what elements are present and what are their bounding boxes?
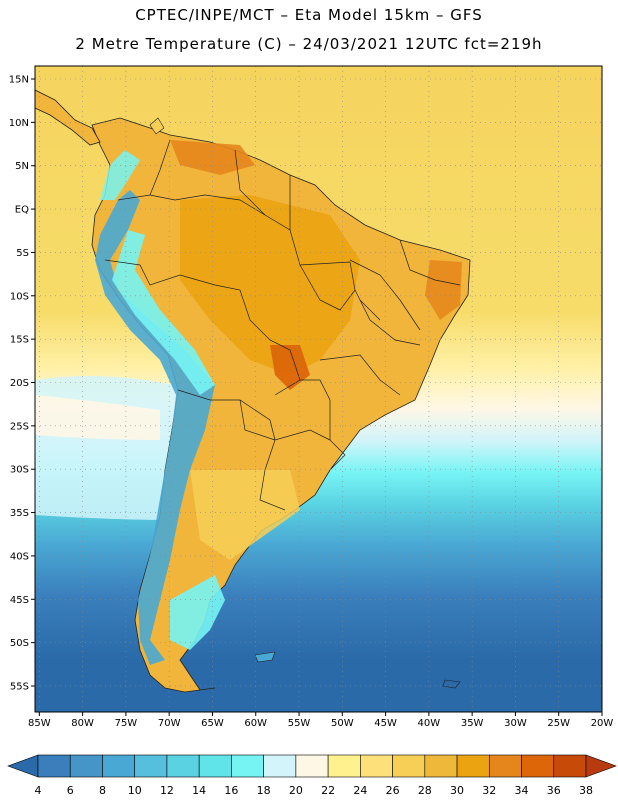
lon-tick-label: 30W xyxy=(504,718,527,729)
lon-tick-label: 20W xyxy=(591,718,614,729)
colorbar-label: 36 xyxy=(547,784,561,797)
colorbar-segment xyxy=(263,754,297,778)
lon-tick-label: 65W xyxy=(201,718,224,729)
colorbar: 4 6 8 10 12 14 16 18 20 22 24 26 28 30 32 34 36 38 xyxy=(7,754,617,797)
colorbar-label: 14 xyxy=(192,784,206,797)
colorbar-label: 26 xyxy=(386,784,400,797)
colorbar-segment xyxy=(102,754,136,778)
colorbar-label: 32 xyxy=(482,784,496,797)
colorbar-label: 20 xyxy=(289,784,303,797)
colorbar-label: 28 xyxy=(418,784,432,797)
lat-tick-label: 10S xyxy=(10,291,29,302)
lat-tick-label: 5N xyxy=(15,161,29,172)
lat-tick-label: 5S xyxy=(16,248,29,259)
central-america-landmass xyxy=(35,89,101,146)
latitude-axis: 15N 10N 5N EQ 5S 10S 15S 20S 25S 30S 35S 40S 45S 50S 5… xyxy=(9,75,35,692)
colorbar-high-arrow xyxy=(585,754,617,778)
colorbar-segment xyxy=(231,754,264,778)
colorbar-label: 24 xyxy=(353,784,367,797)
lat-tick-label: 30S xyxy=(10,465,29,476)
lon-tick-label: 60W xyxy=(244,718,267,729)
colorbar-segment xyxy=(327,754,361,778)
lon-tick-label: 40W xyxy=(418,718,441,729)
andes-cold-region xyxy=(95,190,215,665)
lat-tick-label: 35S xyxy=(10,508,29,519)
lat-tick-label: 55S xyxy=(10,681,29,692)
country-borders xyxy=(104,139,461,511)
colorbar-low-arrow xyxy=(7,754,39,778)
plot-frame xyxy=(34,65,603,713)
lon-tick-label: 55W xyxy=(288,718,311,729)
colorbar-label: 16 xyxy=(224,784,238,797)
colorbar-label: 34 xyxy=(515,784,529,797)
lat-tick-label: 50S xyxy=(10,638,29,649)
colorbar-segment xyxy=(553,754,587,778)
longitude-axis: 85W 80W 75W 70W 65W 60W 55W 50W 45W 40W 35W 30W 25W 2… xyxy=(28,712,613,729)
lon-tick-label: 50W xyxy=(331,718,354,729)
colorbar-label: 8 xyxy=(99,784,106,797)
lat-tick-label: 40S xyxy=(10,551,29,562)
colorbar-segment xyxy=(360,754,393,778)
temperature-field xyxy=(35,66,602,712)
colorbar-segment xyxy=(166,754,200,778)
lat-tick-label: EQ xyxy=(15,205,29,216)
lat-tick-label: 45S xyxy=(10,595,29,606)
colorbar-segment xyxy=(456,754,490,778)
colorbar-segment xyxy=(198,754,232,778)
colorbar-segment xyxy=(69,754,103,778)
colorbar-label: 12 xyxy=(160,784,174,797)
lon-tick-label: 80W xyxy=(71,718,94,729)
colorbar-segment xyxy=(392,754,426,778)
colorbar-segment xyxy=(424,754,458,778)
lon-tick-label: 45W xyxy=(374,718,397,729)
lat-tick-label: 25S xyxy=(10,421,29,432)
lat-tick-label: 10N xyxy=(9,118,29,129)
colorbar-label: 38 xyxy=(579,784,593,797)
colorbar-label: 6 xyxy=(67,784,74,797)
colorbar-label: 30 xyxy=(450,784,464,797)
lon-tick-label: 35W xyxy=(461,718,484,729)
colorbar-label: 4 xyxy=(35,784,42,797)
colorbar-label: 18 xyxy=(257,784,271,797)
lon-tick-label: 25W xyxy=(547,718,570,729)
lat-tick-label: 15N xyxy=(9,75,29,86)
colorbar-segment xyxy=(37,754,71,778)
colorbar-segment xyxy=(295,754,329,778)
colorbar-label: 10 xyxy=(128,784,142,797)
lon-tick-label: 70W xyxy=(158,718,181,729)
lat-tick-label: 20S xyxy=(10,378,29,389)
lon-tick-label: 85W xyxy=(28,718,51,729)
colorbar-segment xyxy=(521,754,555,778)
map-subtitle: 2 Metre Temperature (C) – 24/03/2021 12U… xyxy=(75,35,543,53)
colorbar-label: 22 xyxy=(321,784,335,797)
lon-tick-label: 75W xyxy=(115,718,138,729)
lat-tick-label: 15S xyxy=(10,335,29,346)
map-title: CPTEC/INPE/MCT – Eta Model 15km – GFS xyxy=(135,6,483,24)
colorbar-segment xyxy=(134,754,168,778)
colorbar-segment xyxy=(488,754,522,778)
